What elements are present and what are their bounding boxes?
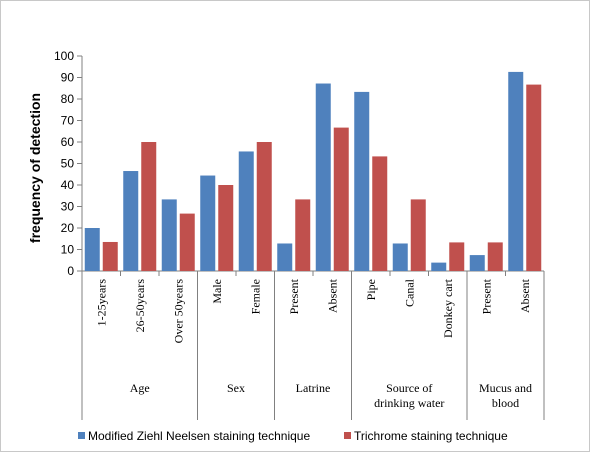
legend-swatch	[78, 432, 85, 439]
group-label: Sex	[227, 381, 245, 395]
x-tick-label: Male	[210, 279, 224, 304]
x-tick-label: Pipe	[364, 279, 378, 300]
y-tick-label: 0	[67, 264, 74, 278]
bar-series-1	[431, 262, 447, 271]
x-tick-label: Present	[479, 278, 493, 314]
x-tick-label: Donkey cart	[441, 278, 455, 338]
bars	[84, 71, 542, 272]
x-tick-label: 26-50years	[133, 279, 147, 333]
bar-series-2	[333, 127, 349, 271]
x-tick-label: 1-25years	[94, 279, 108, 327]
bar-series-2	[256, 142, 272, 271]
x-tick-label: Canal	[402, 278, 416, 307]
bar-series-2	[372, 156, 388, 271]
bar-series-1	[238, 151, 254, 271]
bar-series-2	[295, 199, 311, 271]
bar-series-2	[141, 142, 157, 271]
x-tick-label: Present	[287, 278, 301, 314]
y-tick-label: 70	[61, 114, 75, 128]
bar-series-1	[469, 255, 485, 271]
y-tick-label: 40	[61, 178, 75, 192]
labels: 0 10 20 30 40 50 60 70 80 90 100 Age Sex Latrine Sourc…	[54, 49, 532, 410]
bar-series-1	[508, 71, 524, 271]
y-tick-label: 60	[61, 135, 75, 149]
y-tick-label: 100	[54, 49, 74, 63]
group-label: Mucus and blood	[479, 381, 532, 410]
bar-series-2	[526, 84, 542, 271]
y-tick-label: 10	[61, 243, 75, 257]
bar-series-2	[218, 185, 234, 271]
legend-swatch	[344, 432, 351, 439]
y-tick-label: 80	[61, 92, 75, 106]
bar-series-2	[102, 241, 118, 271]
bar-series-1	[123, 171, 139, 271]
bar-series-1	[277, 243, 293, 271]
x-tick-label: Absent	[325, 278, 339, 313]
bar-series-1	[315, 83, 331, 272]
x-tick-label: Female	[248, 279, 262, 314]
bar-series-1	[392, 243, 408, 271]
x-tick-label: Over 50years	[171, 279, 185, 344]
legend: Modified Ziehl Neelsen staining techniqu…	[78, 429, 508, 443]
bar-series-1	[84, 228, 100, 271]
group-label: Latrine	[296, 381, 331, 395]
bar-series-2	[449, 242, 465, 271]
bar-series-2	[487, 242, 503, 271]
y-tick-label: 90	[61, 71, 75, 85]
y-tick-label: 20	[61, 221, 75, 235]
bar-series-1	[354, 91, 370, 271]
legend-label: Modified Ziehl Neelsen staining techniqu…	[88, 429, 310, 443]
bar-series-2	[179, 213, 195, 271]
y-tick-label: 30	[61, 200, 75, 214]
y-axis-title: frequency of detection	[27, 93, 43, 243]
y-tick-label: 50	[61, 157, 75, 171]
bar-series-1	[161, 199, 177, 271]
bar-series-2	[410, 199, 426, 271]
legend-label: Trichrome staining technique	[354, 429, 508, 443]
axes	[77, 55, 545, 420]
group-label: Age	[130, 381, 150, 395]
bar-series-1	[200, 175, 216, 271]
x-tick-label: Absent	[518, 278, 532, 313]
group-label: Source of drinking water	[374, 381, 444, 410]
